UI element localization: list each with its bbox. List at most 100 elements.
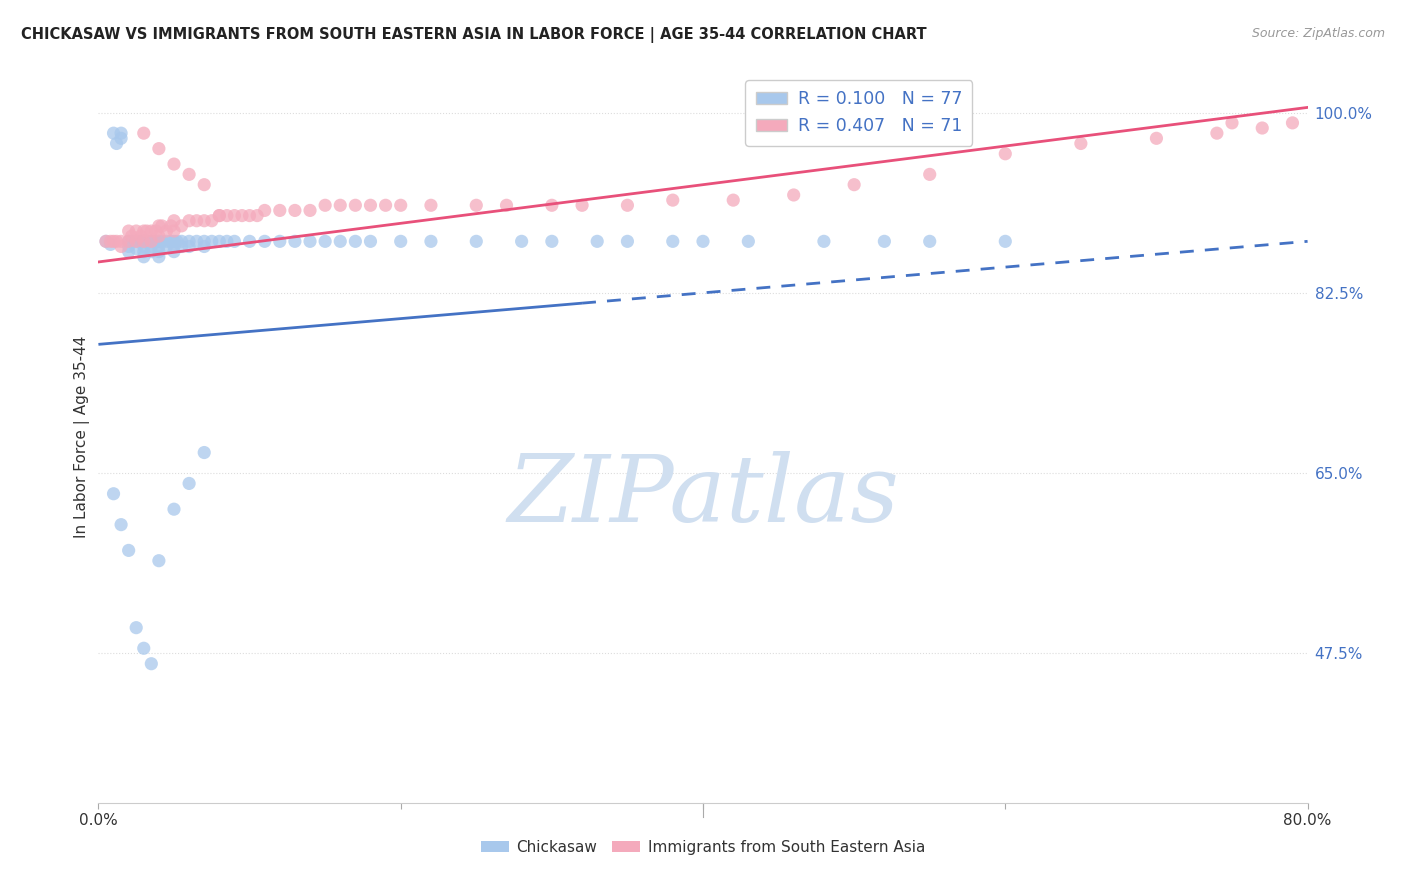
Point	[148, 142, 170, 156]
Point	[193, 239, 215, 253]
Point	[193, 445, 215, 459]
Point	[314, 198, 336, 212]
Legend: Chickasaw, Immigrants from South Eastern Asia: Chickasaw, Immigrants from South Eastern…	[475, 834, 931, 861]
Point	[118, 235, 141, 249]
Point	[239, 235, 262, 249]
Point	[329, 198, 352, 212]
Point	[148, 554, 170, 568]
Point	[186, 235, 208, 249]
Point	[193, 213, 215, 227]
Point	[783, 188, 806, 202]
Point	[873, 235, 896, 249]
Point	[170, 235, 193, 249]
Point	[155, 224, 177, 238]
Point	[360, 198, 382, 212]
Point	[314, 235, 336, 249]
Point	[1144, 131, 1167, 145]
Text: CHICKASAW VS IMMIGRANTS FROM SOUTH EASTERN ASIA IN LABOR FORCE | AGE 35-44 CORRE: CHICKASAW VS IMMIGRANTS FROM SOUTH EASTE…	[21, 27, 927, 43]
Point	[186, 213, 208, 227]
Point	[141, 224, 163, 238]
Point	[465, 198, 488, 212]
Point	[344, 235, 367, 249]
Point	[179, 213, 201, 227]
Point	[540, 198, 562, 212]
Point	[118, 239, 141, 253]
Point	[1220, 116, 1243, 130]
Point	[94, 235, 117, 249]
Point	[193, 235, 215, 249]
Point	[118, 224, 141, 238]
Point	[125, 224, 148, 238]
Point	[723, 193, 745, 207]
Point	[118, 235, 141, 249]
Text: Source: ZipAtlas.com: Source: ZipAtlas.com	[1251, 27, 1385, 40]
Point	[994, 146, 1017, 161]
Point	[692, 235, 714, 249]
Point	[253, 235, 276, 249]
Point	[813, 235, 835, 249]
Point	[110, 131, 132, 145]
Point	[1206, 126, 1229, 140]
Point	[163, 213, 186, 227]
Point	[495, 198, 517, 212]
Point	[344, 198, 367, 212]
Point	[360, 235, 382, 249]
Point	[132, 250, 155, 264]
Point	[132, 641, 155, 656]
Point	[299, 235, 322, 249]
Point	[148, 219, 170, 233]
Point	[141, 239, 163, 253]
Point	[141, 244, 163, 259]
Point	[284, 203, 307, 218]
Point	[94, 235, 117, 249]
Point	[163, 224, 186, 238]
Point	[215, 209, 238, 223]
Point	[179, 239, 201, 253]
Point	[125, 242, 148, 256]
Point	[132, 235, 155, 249]
Point	[155, 235, 177, 249]
Point	[155, 239, 177, 253]
Text: ZIPatlas: ZIPatlas	[508, 450, 898, 541]
Point	[571, 198, 593, 212]
Point	[179, 476, 201, 491]
Point	[540, 235, 562, 249]
Point	[121, 235, 143, 249]
Point	[208, 209, 231, 223]
Point	[135, 235, 157, 249]
Point	[105, 136, 128, 151]
Point	[239, 209, 262, 223]
Point	[844, 178, 866, 192]
Point	[103, 487, 125, 501]
Point	[132, 126, 155, 140]
Point	[150, 219, 173, 233]
Y-axis label: In Labor Force | Age 35-44: In Labor Force | Age 35-44	[75, 336, 90, 538]
Point	[145, 235, 167, 249]
Point	[110, 517, 132, 532]
Point	[132, 239, 155, 253]
Point	[179, 235, 201, 249]
Point	[118, 244, 141, 259]
Point	[1281, 116, 1303, 130]
Point	[918, 167, 941, 181]
Point	[246, 209, 269, 223]
Point	[215, 235, 238, 249]
Point	[160, 235, 183, 249]
Point	[105, 235, 128, 249]
Point	[148, 235, 170, 249]
Point	[100, 237, 122, 252]
Point	[737, 235, 759, 249]
Point	[208, 209, 231, 223]
Point	[201, 235, 224, 249]
Point	[160, 219, 183, 233]
Point	[132, 244, 155, 259]
Point	[163, 235, 186, 249]
Point	[110, 126, 132, 140]
Point	[163, 239, 186, 253]
Point	[135, 224, 157, 238]
Point	[141, 235, 163, 249]
Point	[193, 178, 215, 192]
Point	[148, 244, 170, 259]
Point	[1251, 121, 1274, 136]
Point	[224, 209, 246, 223]
